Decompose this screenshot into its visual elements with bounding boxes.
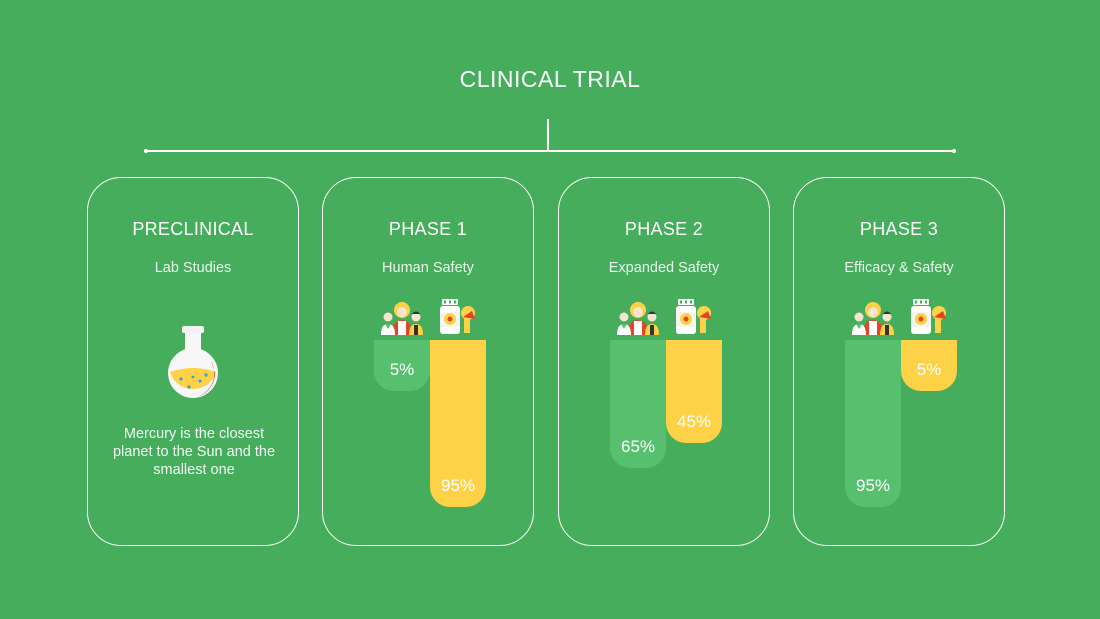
card-description: Mercury is the closest planet to the Sun… <box>112 426 276 478</box>
green-bar: 65% <box>610 340 666 468</box>
card-subtitle: Efficacy & Safety <box>844 260 954 276</box>
card-subtitle: Human Safety <box>382 260 474 276</box>
yellow-bar: 45% <box>666 340 722 443</box>
card-title: PHASE 1 <box>388 219 468 239</box>
card-title: PHASE 3 <box>859 219 939 239</box>
phase-1-card: PHASE 1 Human Safety 5% 95% <box>322 177 534 546</box>
green-bar: 95% <box>845 340 901 507</box>
flask-icon <box>168 326 218 398</box>
green-bar-label: 65% <box>620 437 656 456</box>
preclinical-card: PRECLINICAL Lab Studies Mercury is the c… <box>87 177 299 546</box>
card-subtitle: Lab Studies <box>154 260 232 276</box>
green-bar: 5% <box>374 340 430 391</box>
bracket-line <box>146 150 954 152</box>
yellow-bar: 5% <box>901 340 957 391</box>
people-group-icon <box>381 302 423 335</box>
yellow-bar: 95% <box>430 340 486 507</box>
people-group-icon <box>617 302 659 335</box>
card-title: PHASE 2 <box>624 219 704 239</box>
medicine-bottle-icon <box>440 299 475 334</box>
green-bar-label: 95% <box>855 476 891 495</box>
green-bar-label: 5% <box>389 360 415 379</box>
yellow-bar-label: 5% <box>916 360 942 379</box>
bracket-stem <box>547 119 549 151</box>
card-subtitle: Expanded Safety <box>608 260 720 276</box>
people-group-icon <box>852 302 894 335</box>
yellow-bar-label: 45% <box>676 412 712 431</box>
page-title: CLINICAL TRIAL <box>459 66 641 92</box>
bracket-dot-left <box>144 149 148 153</box>
phase-3-card: PHASE 3 Efficacy & Safety 95% 5% <box>793 177 1005 546</box>
card-title: PRECLINICAL <box>132 219 254 239</box>
phase-2-card: PHASE 2 Expanded Safety 65% 45% <box>558 177 770 546</box>
bracket-dot-right <box>952 149 956 153</box>
yellow-bar-label: 95% <box>440 476 476 495</box>
medicine-bottle-icon <box>911 299 946 334</box>
medicine-bottle-icon <box>676 299 711 334</box>
